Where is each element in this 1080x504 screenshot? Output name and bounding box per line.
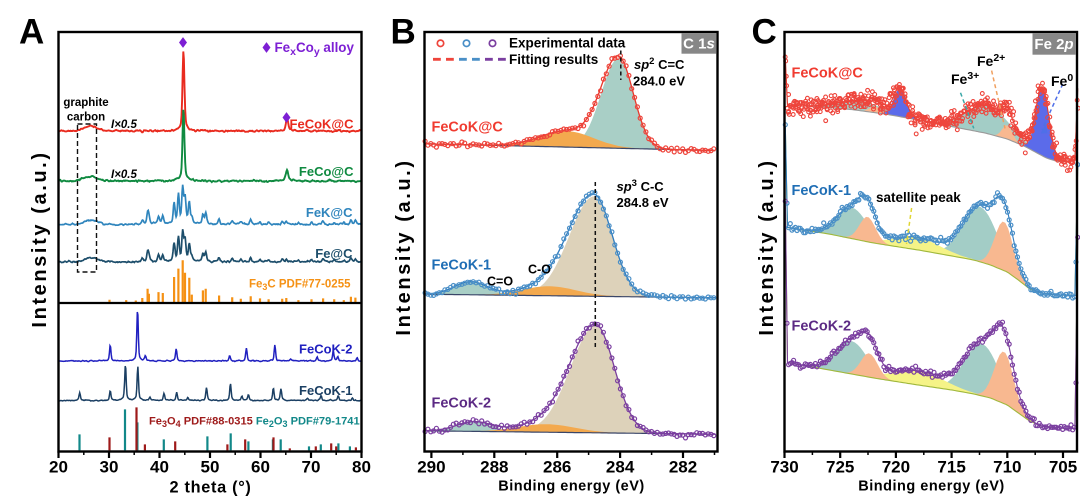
svg-text:40: 40 (150, 458, 169, 477)
svg-text:720: 720 (882, 458, 910, 477)
svg-text:Fitting results: Fitting results (509, 52, 598, 67)
svg-text:Intensity (a.u.): Intensity (a.u.) (756, 158, 778, 335)
svg-text:Intensity (a.u.): Intensity (a.u.) (393, 158, 415, 335)
svg-text:FeCoK@C: FeCoK@C (792, 66, 864, 82)
svg-text:C-O: C-O (528, 263, 551, 277)
svg-text:FeCoK-2: FeCoK-2 (792, 319, 852, 335)
svg-text:730: 730 (770, 458, 798, 477)
svg-text:FeCoK-1: FeCoK-1 (792, 183, 852, 199)
svg-text:sp2 C=C: sp2 C=C (634, 56, 685, 72)
svg-text:80: 80 (352, 458, 371, 477)
svg-text:286: 286 (543, 458, 571, 477)
svg-text:2 theta (°): 2 theta (°) (169, 479, 251, 497)
svg-text:FeCoK@C: FeCoK@C (432, 120, 504, 136)
svg-text:Fe3C PDF#77-0255: Fe3C PDF#77-0255 (249, 279, 351, 293)
svg-text:FeCoK-2: FeCoK-2 (432, 396, 492, 412)
svg-text:284.0 eV: 284.0 eV (633, 74, 685, 89)
svg-text:Fe 2p: Fe 2p (1034, 36, 1073, 53)
svg-text:290: 290 (417, 458, 445, 477)
svg-text:Experimental data: Experimental data (509, 36, 626, 51)
svg-text:Binding energy (eV): Binding energy (eV) (498, 479, 644, 495)
svg-text:FeCoK-1: FeCoK-1 (432, 258, 492, 274)
svg-text:Intensity (a.u.): Intensity (a.u.) (29, 150, 51, 327)
svg-text:C=O: C=O (487, 275, 513, 289)
svg-text:715: 715 (937, 458, 965, 477)
svg-text:FexCoy alloy: FexCoy alloy (275, 40, 355, 58)
svg-text:FeCoK-2: FeCoK-2 (299, 342, 352, 357)
svg-text:FeK@C: FeK@C (306, 205, 353, 220)
svg-text:FeCoK-1: FeCoK-1 (299, 383, 352, 398)
svg-text:satellite peak: satellite peak (876, 190, 961, 205)
svg-text:sp3 C-C: sp3 C-C (617, 178, 665, 194)
svg-text:FeCoK@C: FeCoK@C (290, 116, 355, 131)
svg-text:Fe3O4 PDF#88-0315 Fe2O3 PDF#79: Fe3O4 PDF#88-0315 Fe2O3 PDF#79-1741 (149, 416, 360, 430)
svg-text:carbon: carbon (67, 112, 105, 124)
svg-text:30: 30 (100, 458, 119, 477)
svg-text:I×0.5: I×0.5 (111, 119, 138, 131)
svg-text:50: 50 (201, 458, 220, 477)
svg-text:284: 284 (606, 458, 635, 477)
svg-text:282: 282 (669, 458, 697, 477)
svg-text:FeCo@C: FeCo@C (299, 164, 354, 179)
svg-text:I×0.5: I×0.5 (111, 169, 138, 181)
svg-text:705: 705 (1049, 458, 1077, 477)
svg-text:70: 70 (302, 458, 321, 477)
svg-text:graphite: graphite (63, 97, 108, 109)
svg-text:284.8 eV: 284.8 eV (617, 195, 669, 210)
svg-text:C 1s: C 1s (683, 36, 715, 53)
svg-text:60: 60 (251, 458, 270, 477)
svg-text:A: A (19, 13, 44, 52)
svg-text:Fe@C: Fe@C (315, 246, 353, 261)
svg-text:20: 20 (49, 458, 68, 477)
svg-text:C: C (752, 13, 777, 52)
svg-text:B: B (391, 13, 416, 52)
svg-text:710: 710 (993, 458, 1021, 477)
svg-text:725: 725 (826, 458, 854, 477)
svg-text:288: 288 (480, 458, 508, 477)
svg-text:Binding energy (eV): Binding energy (eV) (858, 479, 1004, 495)
